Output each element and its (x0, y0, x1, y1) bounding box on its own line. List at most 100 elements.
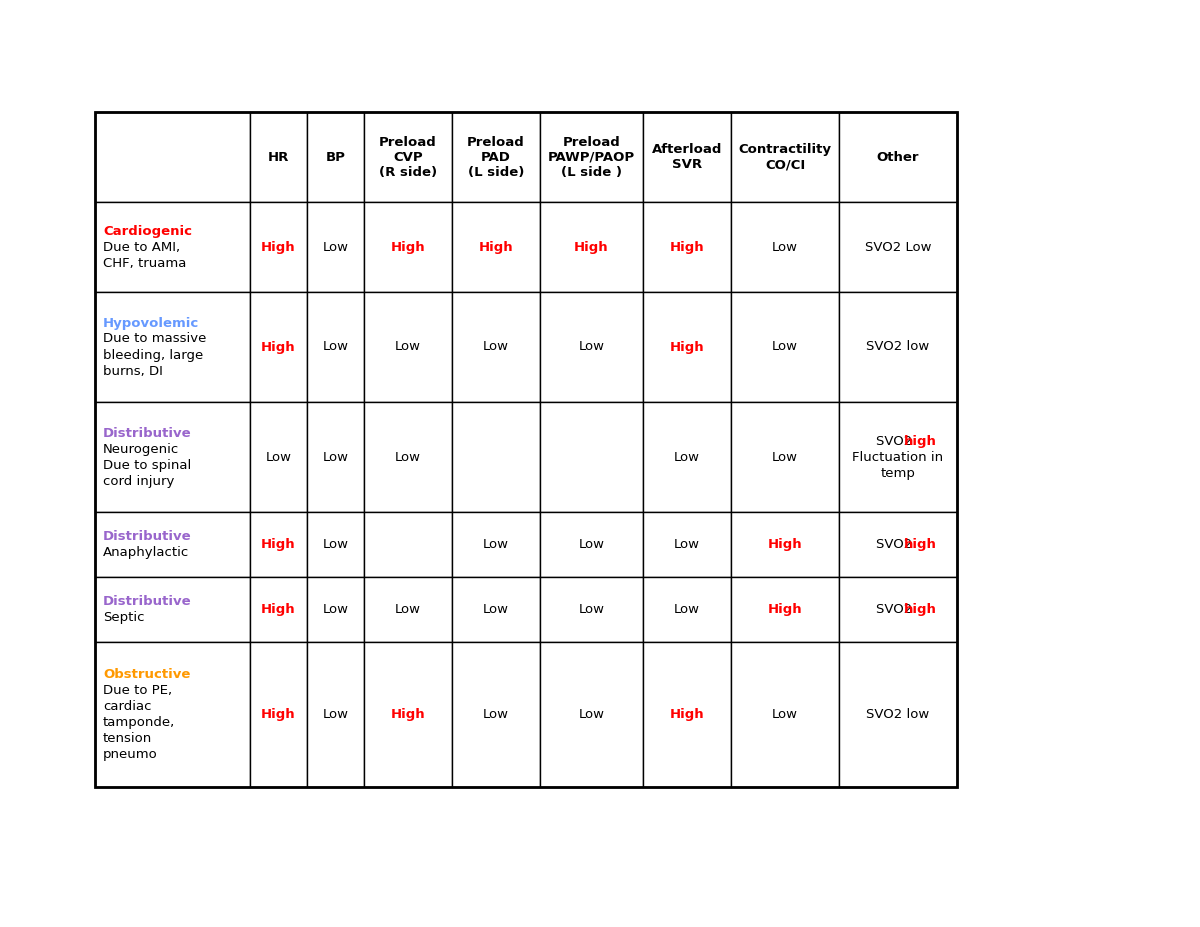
Bar (839, 402, 958, 512)
Text: Low: Low (323, 451, 348, 464)
Text: SVO2: SVO2 (876, 538, 917, 551)
Text: Obstructive: Obstructive (103, 668, 191, 681)
Text: cord injury: cord injury (103, 475, 174, 488)
Bar (307, 577, 364, 642)
Bar (540, 512, 643, 577)
Bar (307, 292, 364, 402)
Text: Distributive: Distributive (103, 595, 192, 608)
Text: Preload
PAWP/PAOP
(L side ): Preload PAWP/PAOP (L side ) (548, 135, 635, 179)
Bar (364, 642, 452, 787)
Bar (95, 202, 250, 292)
Bar (452, 112, 540, 202)
Text: Contractility
CO/CI: Contractility CO/CI (738, 143, 832, 171)
Text: Low: Low (772, 340, 798, 353)
Bar (643, 112, 731, 202)
Bar (95, 292, 250, 402)
Text: Low: Low (674, 538, 700, 551)
Bar (540, 292, 643, 402)
Bar (839, 642, 958, 787)
Text: Due to massive: Due to massive (103, 333, 206, 346)
Text: cardiac: cardiac (103, 700, 151, 713)
Text: Neurogenic: Neurogenic (103, 442, 179, 455)
Text: SVO2 low: SVO2 low (866, 340, 930, 353)
Text: Low: Low (772, 451, 798, 464)
Bar (839, 112, 958, 202)
Text: Low: Low (674, 451, 700, 464)
Text: Low: Low (578, 538, 605, 551)
Bar (839, 577, 958, 642)
Text: high: high (904, 603, 937, 616)
Text: Septic: Septic (103, 611, 144, 624)
Bar (731, 402, 839, 512)
Text: High: High (479, 240, 514, 253)
Bar (95, 577, 250, 642)
Bar (364, 202, 452, 292)
Text: Low: Low (482, 538, 509, 551)
Bar (307, 642, 364, 787)
Bar (452, 292, 540, 402)
Text: Distributive: Distributive (103, 426, 192, 439)
Text: High: High (574, 240, 608, 253)
Bar (731, 112, 839, 202)
Bar (452, 512, 540, 577)
Bar (364, 292, 452, 402)
Bar (731, 642, 839, 787)
Text: Fluctuation in: Fluctuation in (852, 451, 943, 464)
Bar (250, 402, 307, 512)
Text: SVO2: SVO2 (876, 603, 917, 616)
Bar (95, 402, 250, 512)
Text: Low: Low (578, 708, 605, 721)
Text: SVO2: SVO2 (876, 435, 917, 448)
Text: Low: Low (323, 340, 348, 353)
Text: Low: Low (482, 603, 509, 616)
Text: Low: Low (265, 451, 292, 464)
Bar (364, 112, 452, 202)
Bar (95, 512, 250, 577)
Text: High: High (262, 603, 296, 616)
Bar (364, 577, 452, 642)
Text: SVO2 low: SVO2 low (866, 708, 930, 721)
Bar (643, 202, 731, 292)
Text: burns, DI: burns, DI (103, 364, 163, 377)
Text: Low: Low (395, 603, 421, 616)
Text: Low: Low (323, 708, 348, 721)
Text: CHF, truama: CHF, truama (103, 257, 186, 270)
Bar (839, 292, 958, 402)
Bar (731, 512, 839, 577)
Text: Low: Low (323, 538, 348, 551)
Bar (307, 512, 364, 577)
Text: high: high (904, 435, 937, 448)
Bar (250, 512, 307, 577)
Text: High: High (262, 240, 296, 253)
Text: tension: tension (103, 732, 152, 745)
Text: Low: Low (772, 708, 798, 721)
Bar (540, 642, 643, 787)
Text: Due to PE,: Due to PE, (103, 684, 172, 697)
Bar (643, 577, 731, 642)
Bar (731, 292, 839, 402)
Bar (452, 577, 540, 642)
Text: Low: Low (772, 240, 798, 253)
Bar (731, 577, 839, 642)
Bar (95, 112, 958, 787)
Bar (95, 112, 250, 202)
Text: bleeding, large: bleeding, large (103, 349, 203, 362)
Text: High: High (262, 340, 296, 353)
Bar (643, 512, 731, 577)
Bar (731, 202, 839, 292)
Bar (452, 402, 540, 512)
Text: High: High (670, 340, 704, 353)
Text: High: High (670, 240, 704, 253)
Bar (452, 642, 540, 787)
Bar (250, 202, 307, 292)
Bar (364, 512, 452, 577)
Text: Due to AMI,: Due to AMI, (103, 240, 180, 253)
Text: Low: Low (323, 603, 348, 616)
Text: Preload
CVP
(R side): Preload CVP (R side) (379, 135, 437, 179)
Text: Low: Low (578, 603, 605, 616)
Text: Low: Low (482, 340, 509, 353)
Text: High: High (768, 538, 803, 551)
Text: Other: Other (877, 150, 919, 163)
Bar (540, 202, 643, 292)
Text: Hypovolemic: Hypovolemic (103, 316, 199, 329)
